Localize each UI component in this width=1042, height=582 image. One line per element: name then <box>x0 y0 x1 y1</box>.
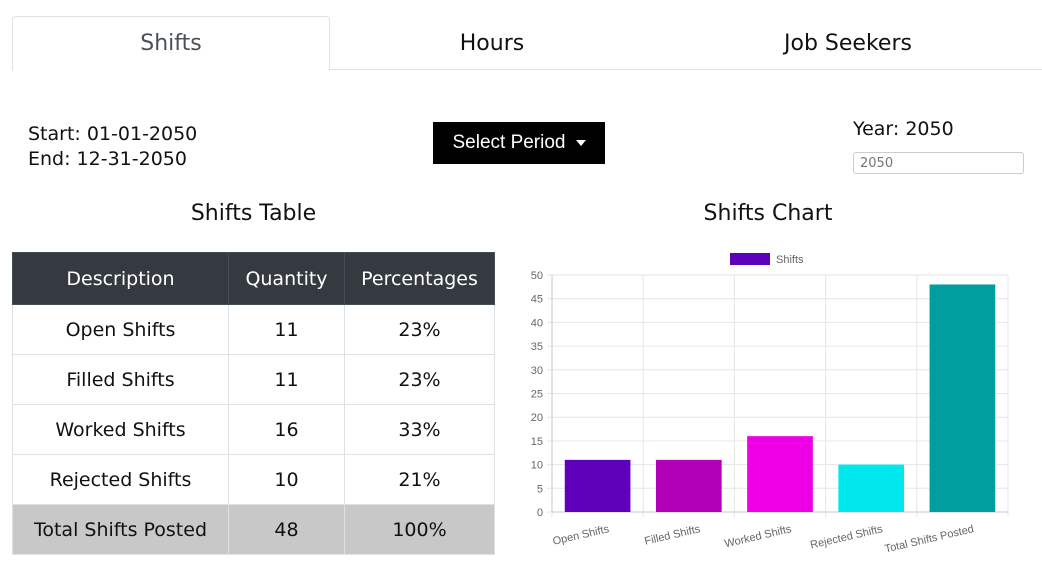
cell-description: Total Shifts Posted <box>12 504 229 555</box>
bar-open-shifts <box>564 459 631 512</box>
caret-down-icon <box>575 140 586 146</box>
period-start: Start: 01-01-2050 <box>28 123 198 145</box>
table-row: Rejected Shifts 10 21% <box>12 454 495 505</box>
select-period-label: Select Period <box>452 132 566 153</box>
cell-percentage: 33% <box>344 404 495 455</box>
cell-description: Worked Shifts <box>12 404 229 455</box>
cell-percentage: 100% <box>344 504 495 555</box>
y-tick-label: 30 <box>531 365 543 377</box>
x-tick-label: Worked Shifts <box>723 523 793 550</box>
year-label: Year: 2050 <box>853 118 954 140</box>
cell-description: Rejected Shifts <box>12 454 229 505</box>
x-tick-label: Filled Shifts <box>643 523 702 548</box>
y-tick-label: 5 <box>537 483 543 495</box>
y-tick-label: 50 <box>531 270 543 282</box>
y-tick-label: 45 <box>531 294 543 306</box>
x-tick-label: Rejected Shifts <box>809 523 884 551</box>
table-title: Shifts Table <box>190 201 317 226</box>
cell-percentage: 23% <box>344 354 495 405</box>
table-total-row: Total Shifts Posted 48 100% <box>12 504 495 555</box>
bar-total-shifts-posted <box>929 284 996 512</box>
cell-quantity: 48 <box>228 504 345 555</box>
year-input[interactable] <box>853 152 1024 174</box>
tab-shifts[interactable]: Shifts <box>12 16 330 71</box>
shifts-table: Description Quantity Percentages Open Sh… <box>12 252 495 555</box>
legend-label: Shifts <box>776 254 804 266</box>
header-quantity: Quantity <box>228 252 345 305</box>
y-tick-label: 40 <box>531 317 543 329</box>
y-tick-label: 0 <box>537 507 543 519</box>
cell-percentage: 21% <box>344 454 495 505</box>
y-tick-label: 10 <box>531 460 543 472</box>
period-range: Start: 01-01-2050 End: 12-31-2050 <box>28 122 197 172</box>
legend-swatch <box>730 253 770 265</box>
tab-bar: Shifts Hours Job Seekers <box>12 16 1042 71</box>
bar-worked-shifts <box>747 436 813 512</box>
tab-job-seekers[interactable]: Job Seekers <box>784 30 912 56</box>
table-row: Worked Shifts 16 33% <box>12 404 495 455</box>
table-row: Open Shifts 11 23% <box>12 304 495 355</box>
table-row: Filled Shifts 11 23% <box>12 354 495 405</box>
y-tick-label: 25 <box>531 389 543 401</box>
period-end: End: 12-31-2050 <box>28 148 187 170</box>
cell-quantity: 11 <box>228 304 345 355</box>
header-description: Description <box>12 252 229 305</box>
table-header-row: Description Quantity Percentages <box>12 252 495 305</box>
y-tick-label: 35 <box>531 341 543 353</box>
bar-filled-shifts <box>655 459 722 512</box>
x-tick-label: Open Shifts <box>552 523 611 548</box>
chart-title: Shifts Chart <box>703 201 833 226</box>
cell-quantity: 16 <box>228 404 345 455</box>
x-tick-label: Total Shifts Posted <box>884 523 975 555</box>
y-tick-label: 20 <box>531 412 543 424</box>
tab-hours[interactable]: Hours <box>459 30 525 56</box>
y-tick-label: 15 <box>531 436 543 448</box>
cell-quantity: 11 <box>228 354 345 405</box>
cell-description: Open Shifts <box>12 304 229 355</box>
cell-percentage: 23% <box>344 304 495 355</box>
cell-quantity: 10 <box>228 454 345 505</box>
shifts-bar-chart: 0 5 10 15 20 25 30 35 40 45 50 Open Shifts Filled Sh… <box>531 253 1009 555</box>
bar-rejected-shifts <box>838 464 905 512</box>
header-percentages: Percentages <box>344 252 495 305</box>
select-period-button[interactable]: Select Period <box>433 122 605 164</box>
cell-description: Filled Shifts <box>12 354 229 405</box>
